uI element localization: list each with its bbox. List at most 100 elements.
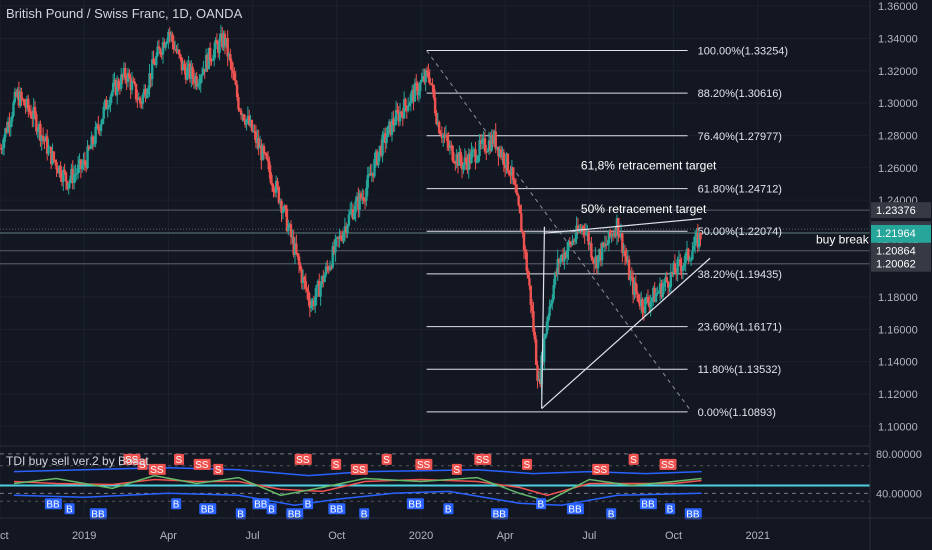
candle-body bbox=[90, 136, 93, 149]
candle-body bbox=[203, 68, 206, 72]
candle-body bbox=[596, 255, 600, 269]
candle-body bbox=[604, 243, 608, 246]
candle-body bbox=[455, 153, 458, 164]
candle-body bbox=[536, 364, 539, 381]
candle-body bbox=[540, 355, 543, 385]
candle-body bbox=[599, 248, 603, 261]
candle-body bbox=[697, 232, 701, 248]
buy-signal-label: BB bbox=[288, 509, 302, 520]
candle-body bbox=[502, 152, 506, 166]
candle-body bbox=[370, 172, 373, 176]
sell-signal-box bbox=[193, 458, 211, 470]
candle-body bbox=[121, 74, 124, 77]
candle-body bbox=[136, 99, 139, 101]
candle-body bbox=[600, 242, 604, 261]
candle-body bbox=[137, 97, 140, 101]
candle-body bbox=[94, 126, 97, 144]
candle-body bbox=[435, 113, 438, 125]
candle-body bbox=[187, 63, 190, 68]
candle-body bbox=[248, 115, 251, 126]
buy-signal-box bbox=[443, 503, 454, 515]
candle-body bbox=[199, 76, 202, 84]
candle-body bbox=[225, 38, 228, 46]
candle-body bbox=[340, 238, 344, 241]
candle-body bbox=[508, 171, 511, 175]
candle-body bbox=[19, 91, 22, 106]
candle-body bbox=[497, 146, 500, 157]
tdi-red-line bbox=[13, 478, 702, 497]
candle-body bbox=[68, 179, 72, 184]
rising-trendline bbox=[541, 257, 711, 409]
candle-body bbox=[97, 124, 100, 129]
candle-body bbox=[664, 277, 667, 283]
candle-body bbox=[666, 281, 670, 288]
candle-body bbox=[105, 99, 108, 110]
candle-body bbox=[122, 68, 126, 77]
fib-level-label: 61.80%(1.24712) bbox=[698, 184, 782, 196]
candle-body bbox=[611, 234, 615, 237]
candle-body bbox=[171, 34, 174, 42]
candle-body bbox=[128, 72, 131, 79]
candle-body bbox=[591, 257, 594, 261]
candle-body bbox=[424, 70, 427, 83]
candle-body bbox=[146, 88, 150, 94]
candle-body bbox=[402, 99, 406, 119]
candle-body bbox=[398, 111, 402, 122]
candle-body bbox=[208, 47, 212, 61]
candle-body bbox=[295, 243, 298, 254]
candle-body bbox=[149, 73, 153, 80]
candle-body bbox=[557, 259, 561, 264]
candle-body bbox=[625, 256, 628, 262]
candle-body bbox=[25, 98, 29, 108]
candle-body bbox=[354, 201, 357, 213]
candle-body bbox=[472, 149, 476, 151]
candle-body bbox=[230, 61, 233, 71]
candle-body bbox=[2, 137, 6, 149]
candle-body bbox=[646, 296, 650, 303]
candle-body bbox=[40, 135, 43, 142]
candle-body bbox=[478, 140, 481, 157]
sell-signal-label: S bbox=[630, 455, 637, 466]
candle-body bbox=[392, 119, 395, 125]
buy-signal-label: B bbox=[361, 509, 368, 520]
candle-body bbox=[346, 225, 349, 234]
buy-signal-box bbox=[684, 508, 702, 520]
time-tick-label: 2019 bbox=[72, 530, 96, 542]
candle-body bbox=[467, 153, 470, 170]
candle-body bbox=[133, 81, 136, 84]
candle-body bbox=[315, 285, 318, 298]
candle-body bbox=[668, 286, 671, 288]
candle-body bbox=[429, 83, 433, 85]
candle-body bbox=[102, 106, 105, 119]
buy-signal-box bbox=[606, 508, 617, 520]
buy-signal-label: BB bbox=[46, 499, 60, 510]
candle-body bbox=[75, 173, 78, 175]
price-badge bbox=[871, 242, 931, 259]
candle-body bbox=[118, 88, 122, 90]
candle-body bbox=[87, 146, 91, 149]
candle-body bbox=[406, 106, 410, 111]
fib-level-label: 100.00%(1.33254) bbox=[698, 46, 789, 58]
candle-body bbox=[322, 276, 325, 283]
candle-body bbox=[13, 92, 17, 103]
candles bbox=[0, 24, 702, 394]
candle-body bbox=[421, 76, 425, 80]
candle-body bbox=[226, 38, 229, 57]
tdi-green-line bbox=[13, 474, 702, 503]
fib-level-label: 0.00%(1.10893) bbox=[698, 407, 776, 419]
candle-body bbox=[609, 230, 612, 237]
candle-body bbox=[423, 76, 426, 83]
candle-body bbox=[338, 235, 341, 239]
buy-signal-box bbox=[266, 503, 277, 515]
candle-body bbox=[222, 33, 225, 48]
candle-body bbox=[400, 111, 403, 114]
candle-body bbox=[66, 181, 69, 189]
candle-body bbox=[365, 187, 368, 201]
time-tick-label: Jul bbox=[582, 530, 596, 542]
candle-body bbox=[169, 34, 173, 36]
buy-signal-box bbox=[359, 508, 370, 520]
candle-body bbox=[311, 300, 314, 307]
buy-signal-label: B bbox=[237, 509, 244, 520]
buy-signal-label: BB bbox=[493, 509, 507, 520]
